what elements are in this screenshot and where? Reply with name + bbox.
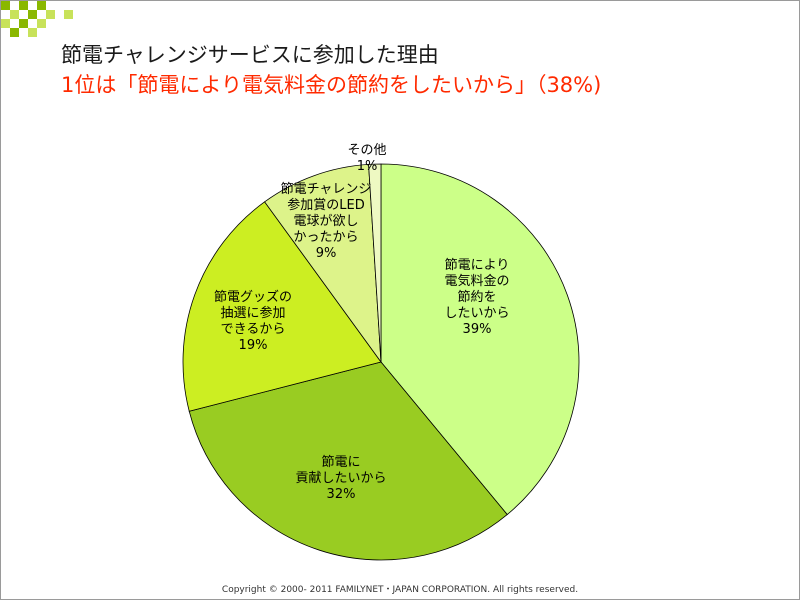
slice-label-line: 参加賞のLED: [287, 197, 364, 213]
deco-square: [46, 10, 55, 19]
slice-label-line: かったから: [293, 230, 358, 245]
slice-label: 節電チャレンジ参加賞のLED 電球が欲しかったから 9%: [281, 182, 372, 261]
deco-square: [19, 19, 28, 28]
slice-label-line: できるから: [221, 322, 286, 337]
slice-label-line: 9%: [316, 246, 337, 261]
slice-label: 節電に貢献したいから 32%: [295, 455, 386, 502]
slice-label-line: 節電に: [321, 455, 360, 470]
deco-square: [19, 1, 28, 10]
page-title: 節電チャレンジサービスに参加した理由: [61, 43, 439, 67]
slice-label-line: 節電グッズの: [214, 289, 292, 305]
slice-label-line: したいから: [444, 306, 509, 321]
copyright-footer: Copyright © 2000- 2011 FAMILYNET・JAPAN C…: [221, 585, 579, 595]
pie-slice: [380, 163, 580, 516]
slice-label-line: 1%: [357, 159, 378, 174]
slice-label: 節電により電気料金の節約をしたいから 39%: [444, 258, 509, 337]
slice-label: その他 1%: [347, 143, 386, 174]
deco-square: [1, 19, 10, 28]
slice-label-line: 節電チャレンジ: [281, 182, 372, 197]
deco-square: [28, 28, 37, 37]
pie-slice: [188, 361, 508, 561]
slice-label-line: 節電により: [445, 258, 510, 273]
page-subtitle: 1位は「節電により電気料金の節約をしたいから」（38%): [61, 73, 602, 97]
deco-square: [28, 10, 37, 19]
slice-label-line: 貢献したいから: [295, 471, 386, 486]
slice-label-line: 19%: [239, 338, 268, 353]
pie-slice: [368, 163, 382, 363]
slice-label: 節電グッズの抽選に参加できるから 19%: [214, 289, 292, 353]
slice-label-line: 節約を: [457, 290, 496, 305]
slice-label-line: 電球が欲し: [293, 213, 358, 229]
slice-label-line: 電気料金の: [444, 273, 509, 289]
pie-slice: [182, 201, 382, 412]
deco-square: [10, 10, 19, 19]
deco-square: [37, 19, 46, 28]
decoration-squares: [1, 1, 73, 37]
slice-label-line: 32%: [327, 487, 356, 502]
deco-square: [10, 28, 19, 37]
slice-label-line: その他: [347, 143, 386, 158]
slice-label-line: 39%: [463, 322, 492, 337]
deco-square: [1, 1, 10, 10]
deco-square: [64, 10, 73, 19]
pie-slice: [264, 163, 382, 364]
slice-label-line: 抽選に参加: [220, 305, 285, 321]
deco-square: [37, 1, 46, 10]
